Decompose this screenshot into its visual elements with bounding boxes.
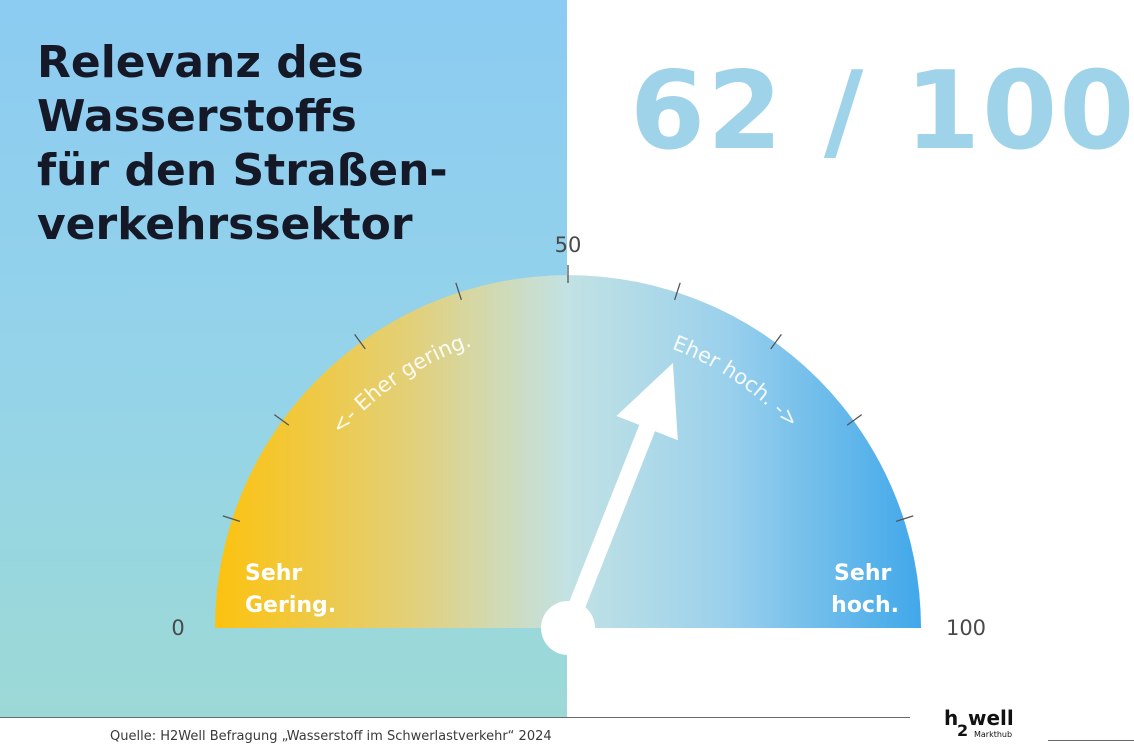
zone-label-high: Sehr hoch. [831,561,899,618]
logo-two: 2 [957,721,969,740]
gauge-chart: 0 50 100 Sehr Gering. Sehr hoch. <- Eher… [171,233,987,669]
h2well-logo: h 2 well Markthub [944,706,1024,746]
tick-mark [846,414,863,426]
tick-label-0: 0 [171,616,184,640]
logo-sub: Markthub [974,730,1013,739]
page-title: Relevanz des Wasserstoffs für den Straße… [37,36,557,252]
tick-label-100: 100 [946,616,986,640]
hub-cut [520,629,620,669]
logo-well: well [968,706,1014,730]
tick-mark [770,333,782,350]
footer-divider-right [1048,740,1134,741]
tick-mark [455,282,463,301]
zone-label-low: Sehr Gering. [245,561,336,618]
title-line-2: Wasserstoffs [37,91,357,142]
tick-mark [222,515,241,523]
tick-mark [895,515,914,523]
gauge-arc [215,275,921,628]
source-note: Quelle: H2Well Befragung „Wasserstoff im… [110,729,552,744]
tick-mark [673,282,681,301]
score-value: 62 / 100 [630,49,1134,174]
title-line-3: für den Straßen- [37,145,448,196]
gauge-needle [560,363,678,632]
zone-label-low-line-1: Sehr [245,561,302,586]
tick-label-50: 50 [555,233,582,257]
gauge-ticks [222,265,914,523]
tick-mark [273,414,290,426]
title-line-1: Relevanz des [37,37,364,88]
zone-label-low-line-2: Gering. [245,593,336,618]
zone-label-high-line-1: Sehr [834,561,891,586]
footer-divider [0,717,910,718]
title-line-4: verkehrssektor [37,199,413,250]
tick-mark [354,333,366,350]
zone-label-high-line-2: hoch. [831,593,899,618]
logo-h: h [944,706,959,730]
